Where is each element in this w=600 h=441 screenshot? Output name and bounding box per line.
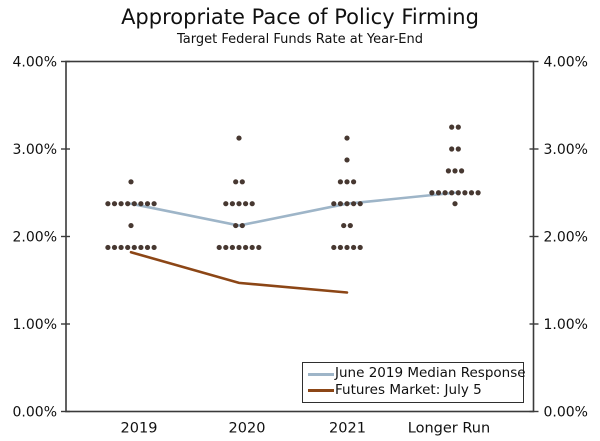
projection-dot xyxy=(243,201,249,207)
legend-label-median: June 2019 Median Response xyxy=(335,365,526,382)
projection-dot xyxy=(144,201,151,207)
projection-dot xyxy=(331,201,337,207)
projection-dot xyxy=(449,146,455,152)
projection-dot xyxy=(462,190,468,196)
projection-dot xyxy=(125,201,131,207)
projection-dot xyxy=(118,244,124,251)
projection-dot xyxy=(256,244,262,251)
projection-dot xyxy=(249,201,255,207)
chart-title: Appropriate Pace of Policy Firming xyxy=(121,5,479,29)
projection-dot xyxy=(128,179,134,185)
projection-dot xyxy=(239,179,245,185)
projection-dot xyxy=(449,124,455,130)
projection-dot xyxy=(455,146,461,152)
projection-dot xyxy=(151,201,157,207)
projection-dot xyxy=(233,222,239,229)
y-tick-label-left: 2.00% xyxy=(13,230,57,246)
futures-line-swatch xyxy=(308,389,334,393)
legend: June 2019 Median Response Futures Market… xyxy=(302,362,526,403)
projection-dot xyxy=(344,135,350,141)
futures-market-line xyxy=(129,250,349,294)
projection-dot xyxy=(341,222,347,229)
projection-dot xyxy=(459,168,465,174)
projection-dot xyxy=(151,244,157,251)
y-tick-label-left: 0.00% xyxy=(13,405,57,421)
projection-dot xyxy=(337,244,343,251)
y-tick-label-right: 2.00% xyxy=(544,230,588,246)
y-tick-label-left: 1.00% xyxy=(13,317,57,333)
projection-dot xyxy=(111,244,118,251)
x-tick-label: 2019 xyxy=(121,421,158,437)
projection-dot xyxy=(239,222,245,229)
projection-dot xyxy=(351,201,357,207)
legend-label-futures: Futures Market: July 5 xyxy=(335,382,482,399)
projection-dot xyxy=(445,168,451,174)
projection-dot xyxy=(344,179,350,185)
y-tick-label-left: 4.00% xyxy=(13,55,57,71)
projection-dot xyxy=(429,190,435,196)
y-tick-label-right: 3.00% xyxy=(544,142,588,158)
projection-dot xyxy=(452,201,458,207)
projection-dot xyxy=(344,157,350,163)
projection-dot xyxy=(105,244,111,251)
projection-dot xyxy=(475,190,481,196)
projection-dot xyxy=(357,244,363,251)
projection-dot xyxy=(111,201,118,207)
projection-dot xyxy=(223,244,229,251)
projection-dot xyxy=(118,201,124,207)
projection-dot xyxy=(331,244,337,251)
projection-dot xyxy=(216,244,222,251)
projection-dot xyxy=(131,244,137,251)
projection-dot xyxy=(435,190,442,196)
x-tick-label: 2020 xyxy=(229,421,266,437)
y-tick-label-left: 3.00% xyxy=(13,142,57,158)
projection-dot xyxy=(144,244,151,251)
projection-dot xyxy=(243,244,249,251)
median-line-swatch xyxy=(308,372,334,376)
projection-dot xyxy=(233,179,239,185)
projection-dot xyxy=(351,244,357,251)
median-response-line xyxy=(129,191,457,227)
x-tick-label: Longer Run xyxy=(408,421,490,437)
x-tick-label: 2021 xyxy=(329,421,366,437)
projection-dot xyxy=(455,190,461,196)
legend-item-median: June 2019 Median Response xyxy=(308,367,526,381)
y-tick-label-right: 0.00% xyxy=(544,405,588,421)
projection-dot xyxy=(468,190,475,196)
projection-dot xyxy=(347,222,353,229)
projection-dot xyxy=(131,201,137,207)
y-tick-label-right: 1.00% xyxy=(544,317,588,333)
projection-dot xyxy=(337,201,343,207)
projection-dot xyxy=(452,168,458,174)
legend-item-futures: Futures Market: July 5 xyxy=(308,384,518,398)
projection-dot xyxy=(236,244,242,251)
projection-dot xyxy=(344,244,350,251)
y-tick-label-right: 4.00% xyxy=(544,55,588,71)
projection-dot xyxy=(125,244,131,251)
projection-dot xyxy=(344,201,350,207)
projection-dot xyxy=(249,244,255,251)
projection-dot xyxy=(223,201,229,207)
projection-dot xyxy=(236,135,242,141)
chart-subtitle: Target Federal Funds Rate at Year-End xyxy=(176,32,424,47)
projection-dot xyxy=(449,190,455,196)
projection-dot xyxy=(442,190,448,196)
projection-dot xyxy=(455,124,461,130)
projection-dot xyxy=(229,201,235,207)
projection-dot xyxy=(357,201,363,207)
projection-dot xyxy=(337,179,343,185)
projection-dot xyxy=(138,244,144,251)
projection-dot xyxy=(128,222,134,229)
projection-dot xyxy=(351,179,357,185)
projection-dot xyxy=(236,201,242,207)
plot-frame xyxy=(65,60,535,413)
projection-dot xyxy=(138,201,144,207)
projection-dot xyxy=(229,244,235,251)
projection-dot xyxy=(105,201,111,207)
